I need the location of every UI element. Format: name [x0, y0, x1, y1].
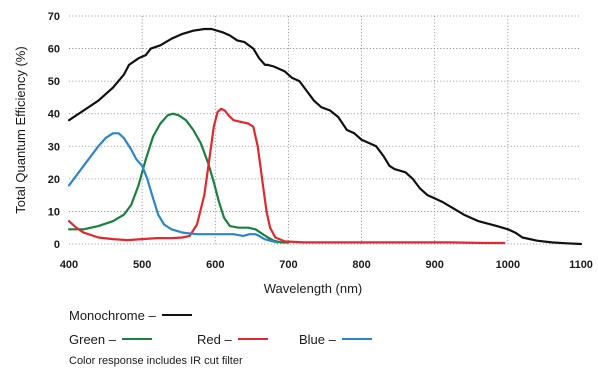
y-tick-label-0: 0 — [54, 239, 60, 251]
series-line-monochrome — [67, 27, 583, 246]
x-tick-label-900: 900 — [426, 259, 444, 271]
series-group — [67, 27, 583, 246]
series-line-blue — [67, 132, 279, 244]
qe-chart: 0 10 20 30 40 50 60 70 400 500 600 700 800 900 1000 110… — [13, 11, 593, 296]
y-tick-label-10: 10 — [48, 206, 60, 218]
y-tick-label-40: 40 — [48, 109, 60, 121]
x-tick-label-1100: 1100 — [569, 259, 593, 271]
x-tick-label-500: 500 — [133, 259, 151, 271]
grid — [69, 15, 581, 245]
series-line-red — [67, 107, 506, 245]
footnote: Color response includes IR cut filter — [69, 355, 243, 367]
legend-swatch-green — [121, 338, 152, 340]
legend-item-green: Green – — [69, 331, 152, 347]
tick-labels: 0 10 20 30 40 50 60 70 400 500 600 700 800 900 1000 110… — [48, 11, 593, 271]
legend-swatch-red — [237, 338, 268, 340]
y-tick-label-50: 50 — [48, 76, 60, 88]
legend-item-monochrome: Monochrome – — [69, 307, 192, 323]
y-tick-label-20: 20 — [48, 174, 60, 186]
legend-item-blue: Blue – — [299, 331, 372, 347]
series-line-green — [67, 112, 290, 244]
x-tick-label-1000: 1000 — [496, 259, 520, 271]
x-axis-title: Wavelength (nm) — [264, 281, 363, 296]
x-tick-label-600: 600 — [206, 259, 224, 271]
y-tick-label-70: 70 — [48, 11, 60, 23]
x-tick-label-800: 800 — [352, 259, 370, 271]
legend-label-blue: Blue – — [299, 331, 336, 347]
y-tick-label-30: 30 — [48, 141, 60, 153]
legend-label-green: Green – — [69, 331, 116, 347]
y-axis-title: Total Quantum Efficiency (%) — [13, 46, 28, 213]
y-tick-label-60: 60 — [48, 44, 60, 56]
x-tick-label-700: 700 — [279, 259, 297, 271]
legend-swatch-monochrome — [161, 314, 192, 316]
legend-item-red: Red – — [197, 331, 268, 347]
legend-swatch-blue — [341, 338, 372, 340]
legend-label-red: Red – — [197, 331, 232, 347]
legend-label-monochrome: Monochrome – — [69, 307, 156, 323]
x-tick-label-400: 400 — [60, 259, 78, 271]
